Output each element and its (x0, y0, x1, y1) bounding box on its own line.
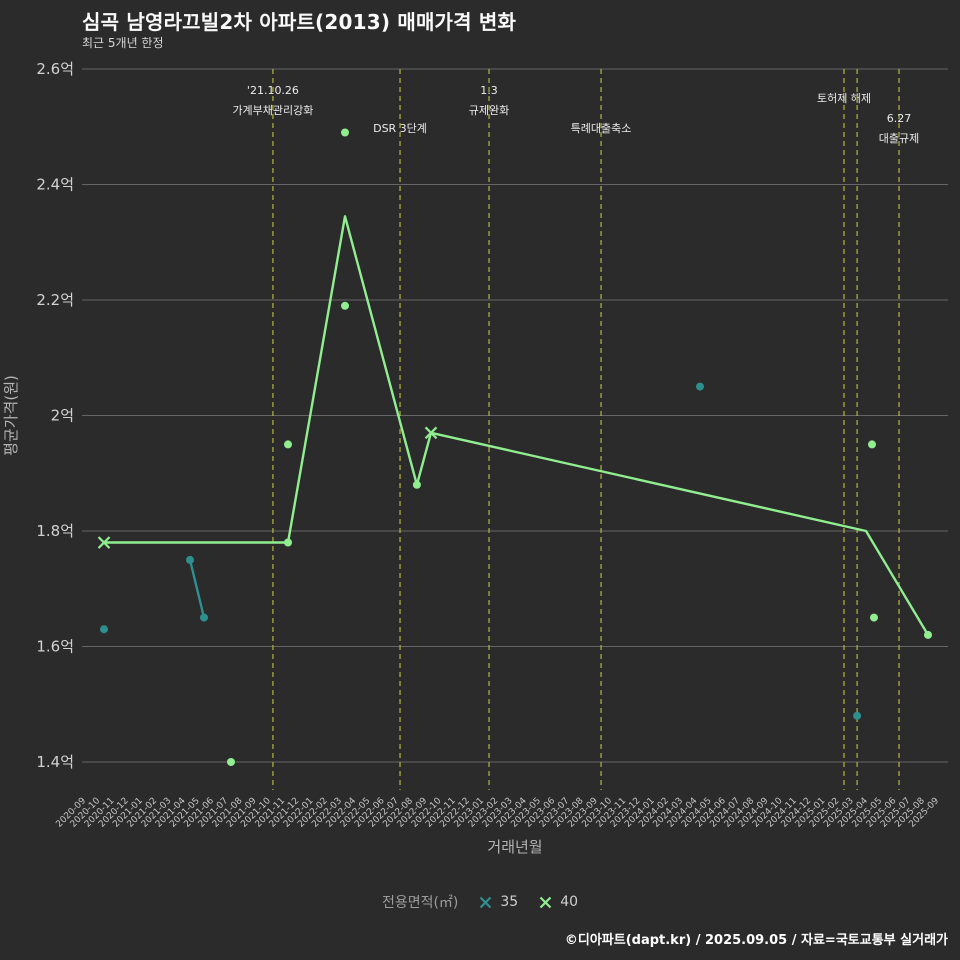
series-35-point (186, 555, 194, 564)
footer-credit: ©디아파트(dapt.kr) / 2025.09.05 / 자료=국토교통부 실… (564, 933, 948, 948)
y-tick-label: 2억 (51, 407, 74, 425)
y-tick-label: 1.4억 (36, 753, 74, 771)
series-40-point (227, 758, 235, 766)
series-40-point (284, 440, 292, 449)
series-40-point (341, 301, 349, 310)
y-axis-title: 평균가격(원) (2, 375, 20, 456)
event-label: 특례대출축소 (571, 122, 632, 135)
event-label: 규제완화 (469, 104, 509, 117)
chart-title: 심곡 남영라끄빌2차 아파트(2013) 매매가격 변화 (82, 10, 517, 34)
y-tick-label: 2.2억 (36, 291, 74, 309)
legend-title: 전용면적(㎡) (381, 895, 459, 911)
series-40-point (924, 630, 932, 639)
event-label: 6.27 (887, 112, 912, 125)
series-35-point (200, 613, 208, 622)
legend-item-40: 40 (538, 894, 578, 910)
series-35-point (696, 382, 704, 391)
y-tick-label: 2.4억 (36, 176, 74, 194)
legend-item-label: 40 (560, 894, 579, 910)
event-label: '21.10.26 (247, 84, 299, 97)
event-label: 1.3 (480, 84, 498, 97)
series-40-point (412, 480, 421, 489)
series-35-point (100, 625, 108, 634)
event-label: 토허제 해제 (817, 91, 871, 105)
x-axis-title: 거래년월 (487, 838, 542, 856)
series-40-point (284, 538, 292, 547)
event-label: DSR 3단계 (373, 122, 427, 135)
series-40-point (341, 128, 349, 137)
legend-item-35: 35 (478, 894, 518, 910)
event-label: 가계부채관리강화 (232, 104, 313, 117)
series-40-point (868, 440, 876, 449)
chart-legend: 전용면적(㎡) 35 40 (0, 892, 960, 912)
event-label: 대출규제 (879, 132, 919, 145)
series-40-line (104, 215, 930, 636)
series-35-line (188, 559, 206, 618)
y-tick-label: 1.8억 (36, 522, 74, 540)
legend-item-label: 35 (500, 894, 519, 910)
series-40-point (870, 613, 878, 622)
x-marker-icon (539, 896, 552, 908)
series-40-x-marker (424, 426, 438, 440)
y-tick-label: 2.6억 (36, 60, 74, 78)
series-35-point (853, 711, 862, 720)
y-tick-label: 1.6억 (36, 638, 74, 656)
price-chart-canvas: 2.6억 2.4억 2.2억 2억 1.8억 1.6억 1.4억 '21.10.26 가계부채관… (2, 60, 948, 856)
series-40-x-marker (97, 536, 111, 549)
chart-subtitle: 최근 5개년 한정 (82, 36, 164, 50)
x-marker-icon (480, 896, 492, 908)
